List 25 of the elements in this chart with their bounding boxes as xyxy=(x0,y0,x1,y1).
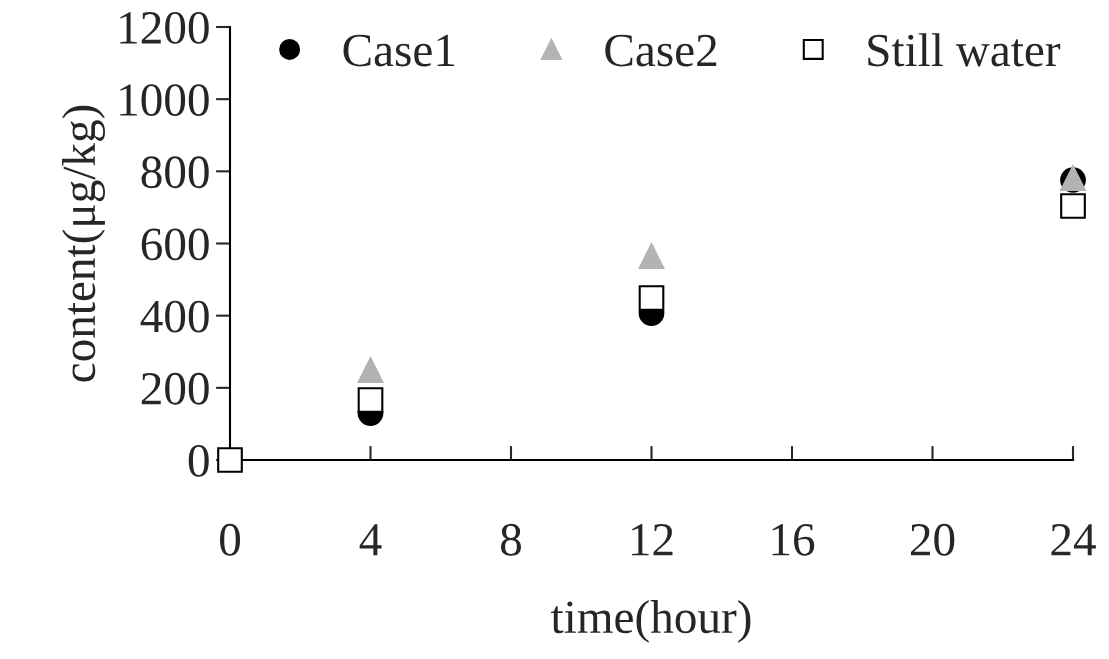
y-axis-title: content(μg/kg) xyxy=(62,105,105,382)
x-tick-label: 20 xyxy=(910,523,955,556)
y-tick-label: 1200 xyxy=(120,11,209,44)
y-tick-label: 800 xyxy=(141,156,209,189)
legend-label: Still water xyxy=(868,33,1061,67)
point xyxy=(217,447,243,473)
point xyxy=(357,387,384,413)
y-tick-label: 400 xyxy=(140,300,209,333)
y-tick-label: 200 xyxy=(141,372,209,405)
y-tick-label: 0 xyxy=(188,444,209,477)
legend-label: Case1 xyxy=(343,34,455,67)
y-tick-label: 600 xyxy=(141,228,209,261)
y-tick-label: 1000 xyxy=(120,84,209,117)
point xyxy=(357,357,384,383)
x-tick-label: 8 xyxy=(500,523,522,556)
x-axis-title: time(hour) xyxy=(551,600,751,643)
x-tick-label: 0 xyxy=(219,523,241,556)
point xyxy=(638,243,665,269)
x-tick-label: 16 xyxy=(772,524,815,556)
point xyxy=(638,285,665,311)
x-tick-label: 4 xyxy=(359,524,382,556)
legend-label: Case2 xyxy=(605,34,717,67)
x-tick-label: 12 xyxy=(632,524,673,556)
point xyxy=(1060,193,1086,219)
x-tick-label: 24 xyxy=(1051,524,1096,556)
